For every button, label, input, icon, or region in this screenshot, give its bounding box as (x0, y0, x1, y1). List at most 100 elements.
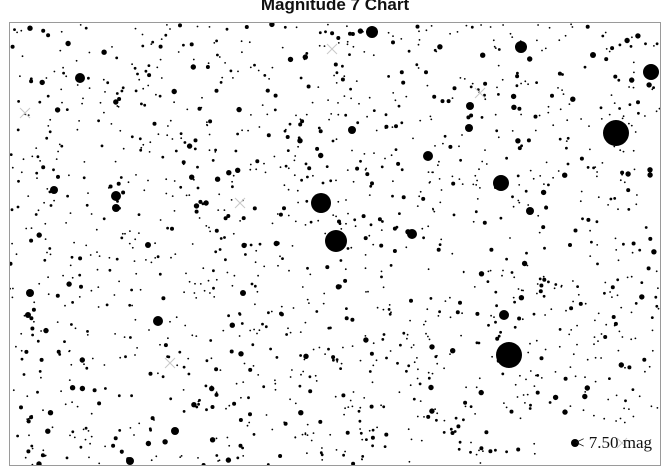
faint-star (461, 183, 464, 186)
faint-star (438, 243, 442, 247)
faint-star (535, 339, 538, 342)
faint-star (143, 189, 146, 192)
faint-star (610, 46, 615, 51)
faint-star (418, 39, 421, 41)
faint-star (335, 71, 339, 75)
faint-star (263, 74, 267, 77)
faint-star (363, 397, 366, 399)
faint-star (318, 31, 322, 35)
faint-star (92, 388, 97, 393)
faint-star (409, 384, 412, 387)
faint-star (484, 149, 486, 151)
faint-star (405, 229, 411, 235)
faint-star (427, 371, 430, 374)
faint-star (179, 132, 183, 135)
faint-star (42, 409, 44, 412)
faint-star (248, 367, 253, 372)
faint-star (599, 106, 603, 110)
faint-star (376, 426, 378, 429)
faint-star (307, 166, 312, 171)
faint-star (601, 34, 605, 38)
faint-star (380, 275, 383, 279)
faint-star (597, 312, 600, 315)
faint-star (163, 343, 168, 348)
faint-star (565, 146, 568, 150)
faint-star (304, 224, 307, 226)
faint-star (542, 294, 546, 298)
faint-star (44, 454, 47, 457)
faint-star (134, 238, 137, 241)
faint-star (255, 249, 258, 252)
faint-star (106, 81, 110, 85)
faint-star (427, 225, 430, 228)
faint-star (60, 144, 64, 148)
faint-star (238, 418, 243, 422)
faint-star (515, 138, 521, 144)
faint-star (207, 62, 210, 65)
faint-star (138, 422, 141, 425)
faint-star (314, 374, 317, 377)
faint-star (104, 387, 107, 390)
faint-star (191, 402, 197, 408)
faint-star (210, 405, 215, 409)
faint-star (394, 148, 398, 151)
faint-star (496, 353, 500, 357)
faint-star (501, 343, 505, 347)
faint-star (388, 304, 391, 306)
faint-star (494, 320, 497, 324)
faint-star (243, 362, 246, 365)
faint-star (210, 357, 213, 360)
faint-star (203, 289, 206, 292)
faint-star (280, 305, 283, 308)
faint-star (365, 172, 370, 177)
faint-star (538, 114, 541, 117)
faint-star (305, 113, 308, 116)
faint-star (36, 232, 42, 238)
faint-star (29, 316, 34, 321)
faint-star (183, 291, 186, 294)
faint-star (412, 344, 415, 346)
faint-star (42, 449, 45, 452)
faint-star (582, 393, 588, 400)
faint-star (494, 448, 497, 452)
faint-star (607, 204, 609, 206)
faint-star (83, 363, 85, 366)
faint-star (150, 459, 153, 462)
faint-star (449, 353, 451, 355)
faint-star (492, 39, 495, 42)
faint-star (515, 84, 519, 88)
faint-star (396, 161, 401, 166)
faint-star (396, 361, 399, 365)
faint-star (16, 434, 19, 438)
faint-star (247, 129, 250, 132)
faint-star (33, 301, 36, 304)
faint-star (518, 295, 525, 301)
faint-star (494, 47, 497, 49)
faint-star (283, 421, 286, 424)
faint-star (299, 331, 302, 333)
faint-star (429, 297, 433, 300)
faint-star (306, 452, 308, 455)
faint-star (302, 54, 308, 60)
faint-star (43, 327, 49, 334)
faint-star (143, 103, 147, 107)
faint-star (654, 295, 658, 299)
faint-star (342, 346, 344, 349)
faint-star (344, 450, 346, 453)
faint-star (359, 431, 363, 435)
faint-star (103, 364, 106, 366)
faint-star (197, 402, 201, 406)
faint-star (368, 429, 371, 432)
faint-star (382, 333, 386, 336)
faint-star (557, 170, 560, 172)
faint-star (398, 212, 401, 216)
faint-star (306, 175, 309, 179)
faint-star (516, 447, 521, 452)
faint-star (180, 455, 183, 457)
faint-star (622, 150, 625, 153)
faint-star (29, 415, 34, 420)
faint-star (285, 333, 288, 336)
faint-star (631, 241, 636, 246)
faint-star (166, 226, 170, 230)
faint-star (128, 242, 131, 245)
